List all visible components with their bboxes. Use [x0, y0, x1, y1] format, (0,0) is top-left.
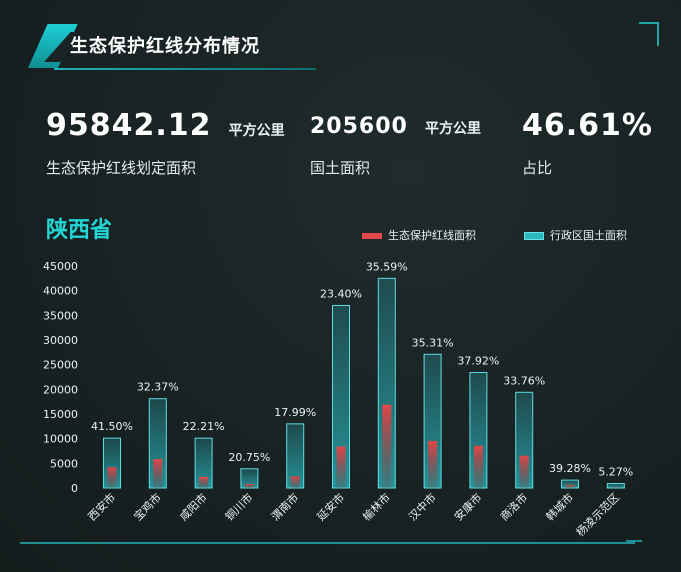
bar-redline-area[interactable] [565, 484, 575, 488]
stat-value: 46.61% [522, 108, 653, 143]
bar-redline-area[interactable] [428, 440, 438, 488]
bar-redline-area[interactable] [153, 459, 163, 488]
bar-admin-area[interactable] [606, 483, 625, 489]
percent-label: 22.21% [183, 420, 225, 433]
x-tick-label: 渭南市 [268, 490, 301, 523]
bar-chart: 45000 40000 35000 30000 25000 20000 15000 10000… [43, 260, 633, 539]
y-tick-label: 30000 [43, 334, 78, 347]
stat-unit: 平方公里 [228, 123, 285, 139]
x-tick-label: 汉中市 [405, 490, 438, 523]
bar-redline-area[interactable] [519, 455, 529, 488]
x-tick-label: 杨凌示范区 [573, 490, 622, 539]
y-axis: 45000 40000 35000 30000 25000 20000 15000 10000… [43, 260, 78, 495]
legend-label: 行政区国土面积 [550, 229, 627, 242]
title-underline [54, 68, 316, 70]
percent-label: 17.99% [274, 406, 316, 419]
legend-item-admin-area[interactable]: 行政区国土面积 [524, 227, 627, 243]
x-tick-label: 韩城市 [543, 490, 576, 523]
y-tick-label: 0 [71, 482, 78, 495]
bars-layer: 41.50% 32.37% 22.21% 20.75% 17.99% 23.40% 35.5… [91, 260, 633, 489]
y-tick-label: 25000 [43, 359, 78, 372]
y-tick-label: 40000 [43, 285, 78, 298]
percent-label: 37.92% [457, 355, 499, 368]
panel-title: 生态保护红线分布情况 [70, 36, 260, 57]
bar-redline-area[interactable] [290, 476, 300, 488]
stat-label: 国土面积 [310, 159, 371, 177]
bar-redline-area[interactable] [199, 476, 209, 488]
x-tick-label: 延安市 [314, 490, 347, 523]
y-tick-label: 45000 [43, 260, 78, 273]
legend-swatch-red [362, 233, 382, 239]
bar-redline-area[interactable] [473, 445, 483, 488]
x-tick-label: 西安市 [85, 490, 118, 523]
percent-label: 35.59% [366, 260, 408, 273]
y-tick-label: 5000 [50, 457, 78, 470]
stat-redline-area: 95842.12 平方公里 生态保护红线划定面积 [46, 108, 285, 178]
percent-label: 20.75% [228, 451, 270, 464]
percent-label: 41.50% [91, 420, 133, 433]
y-tick-label: 20000 [43, 383, 78, 396]
stat-value: 95842.12 [46, 108, 212, 143]
bar-redline-area[interactable] [244, 484, 254, 488]
y-tick-label: 10000 [43, 433, 78, 446]
bar-redline-area[interactable] [107, 467, 117, 488]
percent-label: 23.40% [320, 287, 362, 300]
stat-ratio: 46.61% 占比 [522, 108, 653, 178]
bar-redline-area[interactable] [382, 404, 392, 488]
percent-label: 32.37% [137, 381, 179, 394]
percent-label: 39.28% [549, 462, 591, 475]
x-tick-label: 商洛市 [497, 490, 530, 523]
stat-label: 占比 [522, 159, 553, 177]
x-tick-label: 咸阳市 [176, 490, 209, 523]
stat-unit: 平方公里 [424, 121, 481, 137]
province-title: 陕西省 [46, 218, 113, 243]
x-tick-label: 铜川市 [222, 490, 255, 523]
y-tick-label: 15000 [43, 408, 78, 421]
y-tick-label: 35000 [43, 309, 78, 322]
stat-label: 生态保护红线划定面积 [46, 159, 197, 177]
legend-swatch-cyan [524, 232, 544, 240]
corner-decoration-top-right [639, 22, 659, 46]
x-tick-label: 安康市 [451, 490, 484, 523]
legend-item-redline[interactable]: 生态保护红线面积 [362, 227, 476, 243]
percent-label: 35.31% [412, 336, 454, 349]
bar-redline-area[interactable] [336, 446, 346, 488]
x-tick-label: 榆林市 [360, 490, 393, 523]
bottom-border-line [20, 542, 635, 544]
stat-land-area: 205600 平方公里 国土面积 [310, 114, 481, 178]
x-tick-label: 宝鸡市 [131, 490, 164, 523]
legend-label: 生态保护红线面积 [388, 229, 476, 242]
stat-value: 205600 [310, 114, 408, 139]
percent-label: 33.76% [503, 374, 545, 387]
percent-label: 5.27% [598, 466, 633, 479]
panel-header: 生态保护红线分布情况 [14, 22, 316, 70]
